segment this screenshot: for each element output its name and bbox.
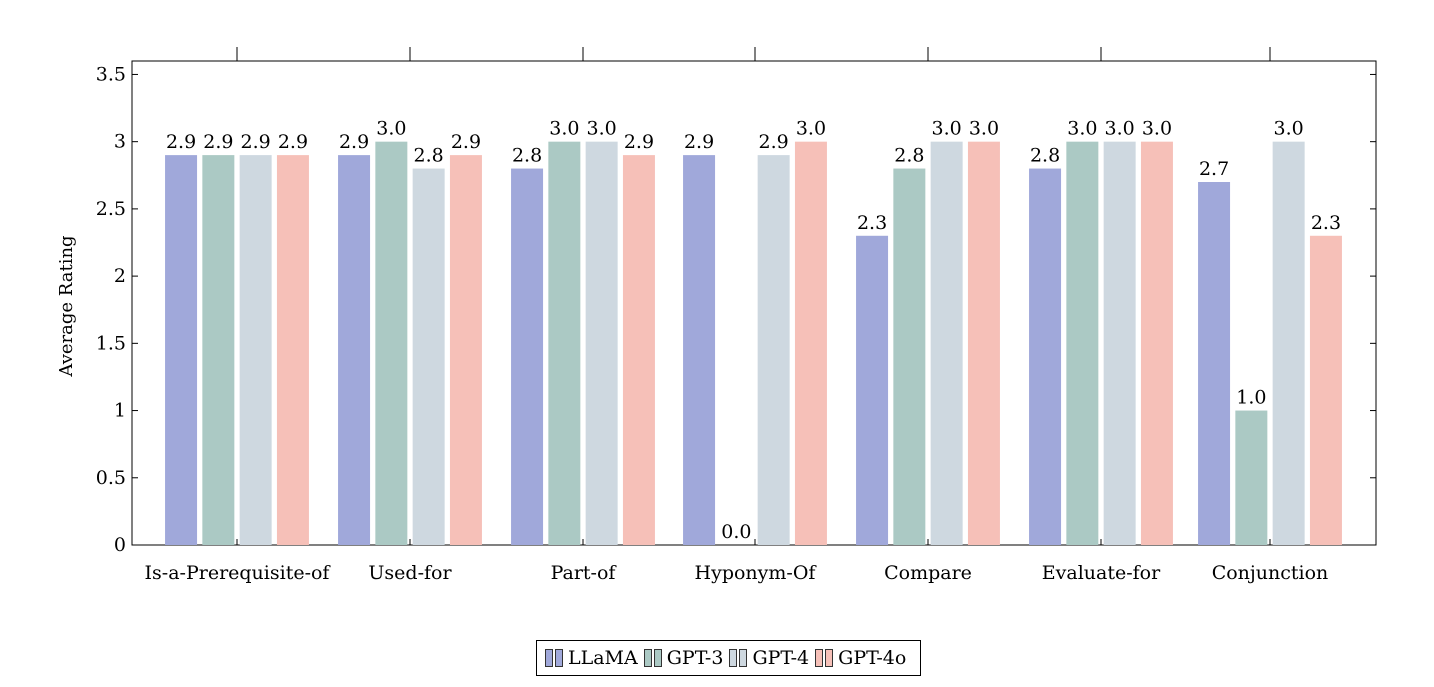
x-tick-label: Hyponym-Of <box>695 562 818 584</box>
bar-gpt-3 <box>893 168 926 546</box>
y-tick-label: 0.5 <box>96 467 126 489</box>
legend-label: GPT-3 <box>666 647 724 669</box>
data-label: 2.9 <box>166 131 196 153</box>
bar-gpt-4o <box>622 155 655 545</box>
bar-llama <box>1029 168 1062 546</box>
data-label: 2.7 <box>1199 158 1229 180</box>
bar-gpt-4o <box>967 141 1000 545</box>
bar-gpt-3 <box>548 141 581 545</box>
y-tick-label: 3.5 <box>96 63 126 85</box>
legend-item-gpt-4o: GPT-4o <box>815 647 908 669</box>
plot-frame <box>131 60 1377 546</box>
x-tick-label: Compare <box>884 562 972 584</box>
data-label: 2.9 <box>339 131 369 153</box>
data-label: 0.0 <box>721 521 751 543</box>
plot-area-border <box>131 60 1377 546</box>
data-label: 2.3 <box>857 212 887 234</box>
legend-item-gpt-3: GPT-3 <box>643 647 726 669</box>
x-axis-ticks: Is-a-Prerequisite-of Used-for Part-of Hypon… <box>145 47 1329 584</box>
bar-gpt-4 <box>1272 141 1305 545</box>
data-label: 3.0 <box>549 118 579 140</box>
legend-swatch <box>643 649 652 667</box>
legend-swatch <box>653 649 662 667</box>
bar-llama <box>165 155 198 545</box>
data-label: 2.9 <box>759 131 789 153</box>
y-tick-label: 1 <box>114 400 126 422</box>
bar-llama <box>683 155 716 545</box>
bar-gpt-4o <box>1140 141 1173 545</box>
x-tick-label: Part-of <box>551 562 618 584</box>
x-tick-label: Used-for <box>368 562 452 584</box>
y-axis-ticks: 0 0.5 1 1.5 2 2.5 3 3.5 <box>96 63 1376 556</box>
y-tick-label: 2.5 <box>96 198 126 220</box>
x-tick-label: Is-a-Prerequisite-of <box>145 562 332 584</box>
data-label: 2.8 <box>414 145 444 167</box>
data-label: 2.9 <box>241 131 271 153</box>
data-label: 3.0 <box>587 118 617 140</box>
data-label: 2.9 <box>451 131 481 153</box>
x-tick-label: Evaluate-for <box>1042 562 1161 584</box>
bar-gpt-3 <box>202 155 235 545</box>
bar-llama <box>511 168 544 546</box>
x-tick-label: Conjunction <box>1212 562 1329 584</box>
data-label: 3.0 <box>796 118 826 140</box>
data-label: 3.0 <box>376 118 406 140</box>
value-labels: 2.9 2.9 2.9 2.9 2.9 3.0 2.8 2.9 2.8 3.0 3.0 2.9 2.9 0… <box>166 118 1341 543</box>
legend: LLaMA GPT-3 GPT-4 GPT-4o <box>536 640 922 676</box>
bar-llama <box>856 235 889 545</box>
data-label: 2.9 <box>684 131 714 153</box>
bar-gpt-3 <box>375 141 408 545</box>
data-label: 3.0 <box>1142 118 1172 140</box>
data-label: 2.8 <box>512 145 542 167</box>
legend-label: LLaMA <box>568 647 638 669</box>
legend-item-llama: LLaMA <box>545 647 640 669</box>
y-tick-label: 3 <box>114 131 126 153</box>
bar-gpt-4 <box>239 155 272 545</box>
bar-gpt-4o <box>449 155 482 545</box>
data-label: 2.8 <box>894 145 924 167</box>
y-tick-label: 1.5 <box>96 332 126 354</box>
data-label: 3.0 <box>932 118 962 140</box>
bar-gpt-4o <box>794 141 827 545</box>
bar-gpt-3 <box>1066 141 1099 545</box>
bar-gpt-4 <box>412 168 445 546</box>
data-label: 3.0 <box>1067 118 1097 140</box>
bar-gpt-4 <box>930 141 963 545</box>
bar-gpt-4 <box>585 141 618 545</box>
bar-gpt-3 <box>1235 410 1268 545</box>
legend-swatch <box>815 649 824 667</box>
data-label: 3.0 <box>1105 118 1135 140</box>
data-label: 1.0 <box>1236 387 1266 409</box>
bar-gpt-4o <box>276 155 309 545</box>
y-tick-label: 0 <box>114 534 126 556</box>
data-label: 3.0 <box>969 118 999 140</box>
bar-gpt-4 <box>757 155 790 545</box>
data-label: 2.9 <box>278 131 308 153</box>
data-label: 3.0 <box>1274 118 1304 140</box>
data-label: 2.9 <box>203 131 233 153</box>
legend-swatch <box>729 649 738 667</box>
data-label: 2.3 <box>1311 212 1341 234</box>
bar-llama <box>1198 182 1231 545</box>
legend-swatch <box>545 649 553 667</box>
legend-item-gpt-4: GPT-4 <box>729 647 811 669</box>
data-label: 2.8 <box>1030 145 1060 167</box>
data-label: 2.9 <box>624 131 654 153</box>
y-tick-label: 2 <box>114 265 126 287</box>
legend-swatch <box>555 649 563 667</box>
bar-llama <box>338 155 371 545</box>
bar-gpt-4o <box>1309 235 1342 545</box>
bar-gpt-4 <box>1103 141 1136 545</box>
y-axis-title: Average Rating <box>56 235 77 377</box>
legend-label: GPT-4 <box>752 647 810 669</box>
legend-label: GPT-4o <box>838 647 907 669</box>
bars <box>165 141 1342 546</box>
legend-swatch <box>739 649 748 667</box>
legend-swatch <box>825 649 834 667</box>
